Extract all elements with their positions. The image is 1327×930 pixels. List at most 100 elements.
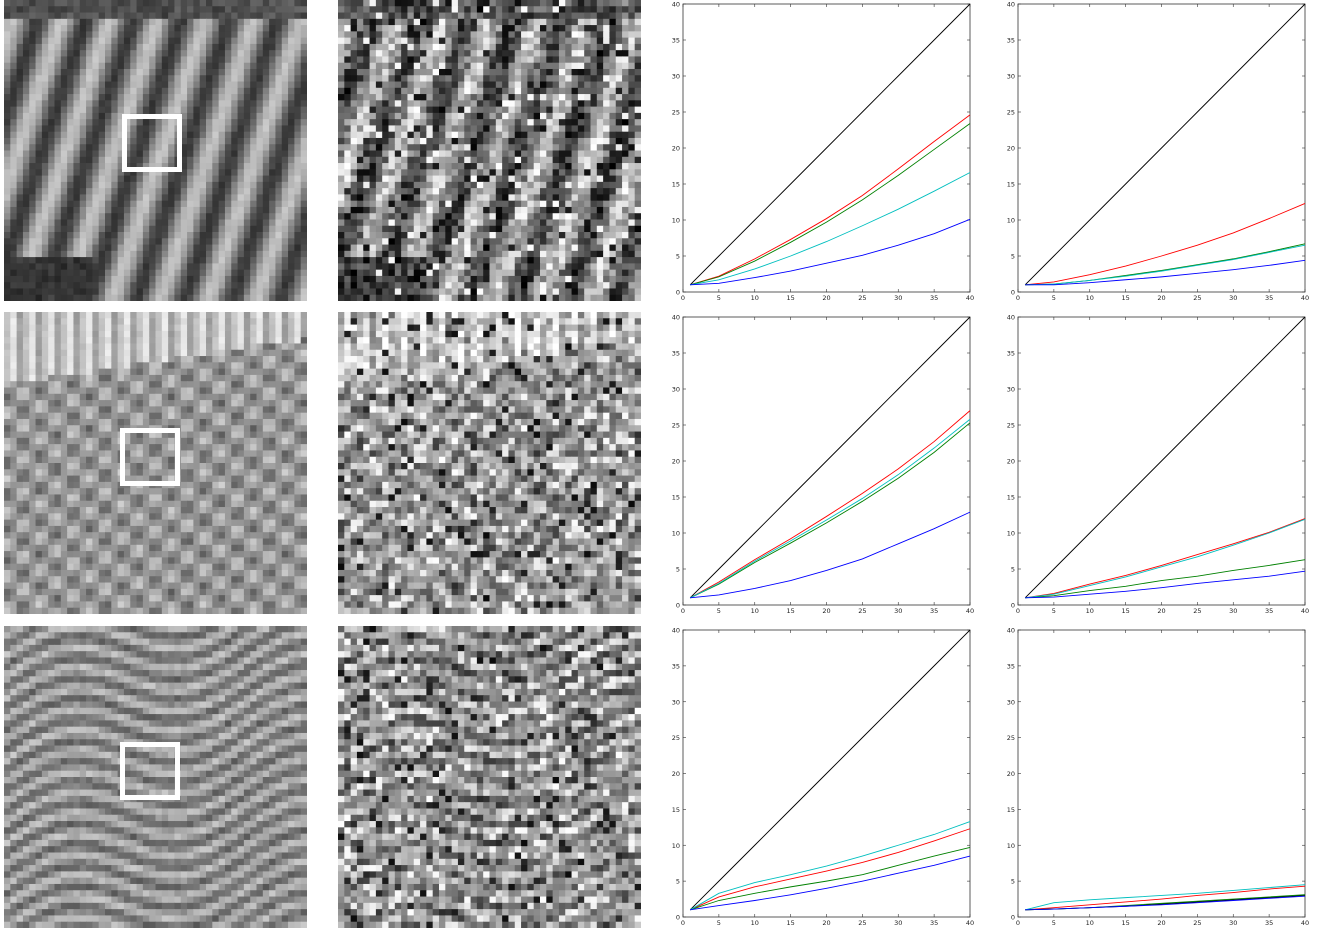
pixel <box>420 37 427 45</box>
pixel <box>149 312 157 319</box>
pixel <box>590 131 598 139</box>
pixel <box>369 181 377 189</box>
pixel <box>426 163 434 170</box>
pixel <box>476 137 484 145</box>
pixel <box>206 238 213 246</box>
pixel <box>294 213 302 221</box>
pixel <box>508 257 516 264</box>
pixel <box>464 244 472 252</box>
pixel <box>256 50 264 58</box>
pixel <box>98 181 106 189</box>
pixel <box>514 112 522 120</box>
pixel <box>552 25 560 32</box>
pixel <box>495 156 503 164</box>
pixel <box>445 150 453 158</box>
pixel <box>250 50 258 58</box>
pixel <box>603 81 611 89</box>
pixel <box>558 43 566 51</box>
pixel <box>300 294 307 301</box>
pixel <box>98 100 106 108</box>
pixel <box>294 288 302 296</box>
pixel <box>565 131 573 139</box>
pixel <box>439 112 446 120</box>
pixel <box>174 213 182 221</box>
pixel <box>407 131 415 139</box>
pixel <box>356 232 364 239</box>
pixel <box>432 94 440 101</box>
pixel <box>426 87 434 95</box>
pixel <box>596 81 604 89</box>
pixel <box>193 175 201 183</box>
pixel <box>29 112 37 120</box>
selection-box-row1 <box>122 114 182 172</box>
pixel <box>394 156 402 164</box>
pixel <box>29 200 37 208</box>
pixel <box>426 263 434 271</box>
pixel <box>622 137 629 145</box>
pixel <box>521 144 528 152</box>
pixel <box>250 106 258 114</box>
y-tick-label: 20 <box>1007 145 1015 153</box>
texture-image-row1 <box>4 0 307 301</box>
pixel <box>73 294 81 301</box>
pixel <box>584 94 592 101</box>
pixel <box>502 56 510 64</box>
pixel <box>29 343 37 351</box>
pixel <box>426 131 434 139</box>
pixel <box>457 125 465 133</box>
pixel <box>22 137 30 145</box>
pixel <box>420 119 427 127</box>
pixel <box>224 312 232 319</box>
pixel <box>533 0 541 7</box>
pixel <box>401 282 409 290</box>
pixel <box>212 269 220 277</box>
pixel <box>60 181 68 189</box>
pixel <box>615 250 623 258</box>
pixel <box>269 131 277 139</box>
pixel <box>48 112 56 120</box>
pixel <box>470 250 478 258</box>
pixel <box>288 12 295 20</box>
pixel <box>565 156 573 164</box>
pixel <box>615 6 623 14</box>
pixel <box>281 37 289 45</box>
pixel <box>533 81 541 89</box>
pixel <box>350 25 358 32</box>
pixel <box>540 125 547 133</box>
pixel <box>281 6 289 14</box>
pixel <box>262 175 270 183</box>
x-tick-label: 10 <box>751 294 759 302</box>
pixel <box>79 169 87 177</box>
pixel <box>149 50 157 58</box>
pixel <box>451 112 459 120</box>
pixel <box>130 181 138 189</box>
pixel <box>10 87 18 95</box>
pixel <box>168 6 176 14</box>
pixel <box>149 269 157 277</box>
pixel <box>476 250 484 258</box>
pixel <box>552 106 560 114</box>
pixel <box>149 68 157 76</box>
pixel <box>174 318 182 326</box>
pixel <box>187 56 194 64</box>
pixel <box>174 206 182 214</box>
pixel <box>622 219 629 227</box>
pixel <box>206 194 213 202</box>
pixel <box>4 6 11 14</box>
pixel <box>432 87 440 95</box>
pixel <box>558 56 566 64</box>
pixel <box>174 0 182 7</box>
pixel <box>187 144 194 152</box>
pixel <box>212 62 220 70</box>
pixel <box>300 18 307 26</box>
pixel <box>136 131 144 139</box>
pixel <box>67 56 75 64</box>
pixel <box>48 263 56 271</box>
pixel <box>382 269 390 277</box>
pixel <box>628 282 636 290</box>
pixel <box>577 75 585 83</box>
pixel <box>590 275 598 283</box>
pixel <box>136 181 144 189</box>
pixel <box>439 175 446 183</box>
pixel <box>457 238 465 246</box>
